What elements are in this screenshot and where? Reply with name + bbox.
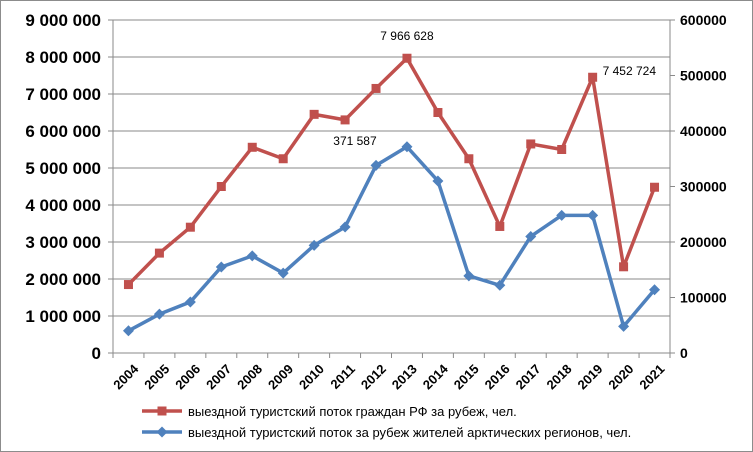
data-labels: 7 966 628 7 452 724 371 587	[333, 29, 656, 148]
legend-marker-1	[156, 426, 168, 438]
right-tick-label: 0	[680, 345, 688, 361]
series-1-point	[587, 209, 599, 221]
series-1-point	[463, 270, 475, 282]
right-tick-label: 500000	[680, 68, 727, 84]
series-0-point	[247, 142, 257, 152]
legend-label-0: выездной туристский поток граждан РФ за …	[188, 404, 517, 419]
series-0-point	[464, 154, 474, 164]
series-1-point	[122, 325, 134, 337]
series-1-point	[339, 221, 351, 233]
left-tick-label: 5 000 000	[25, 159, 101, 178]
legend-marker-0	[157, 406, 167, 416]
series-0-point	[650, 182, 660, 192]
series-1-point	[246, 250, 258, 262]
series-0-point	[402, 53, 412, 63]
left-axis-ticks: 0 1 000 000 2 000 000 3 000 000 4 000 000 5 0…	[25, 11, 101, 363]
data-label: 7 452 724	[603, 64, 657, 78]
left-tick-label: 1 000 000	[25, 307, 101, 326]
series-0-point	[216, 182, 226, 191]
left-tick-label: 7 000 000	[25, 85, 101, 104]
axes	[108, 19, 675, 358]
series-0-point	[557, 145, 567, 154]
series-1-point	[277, 267, 289, 279]
series-0-point	[154, 248, 164, 258]
series-0-point	[309, 109, 319, 119]
series-1-point	[618, 320, 630, 332]
series-0-point	[588, 72, 598, 82]
series-0-point	[619, 262, 629, 272]
series-1-point	[370, 159, 382, 171]
series-0-point	[185, 222, 195, 232]
series-0-point	[526, 139, 536, 149]
left-tick-label: 8 000 000	[25, 48, 101, 67]
series-1-point	[432, 175, 444, 187]
right-tick-label: 400000	[680, 123, 727, 139]
left-tick-label: 2 000 000	[25, 270, 101, 289]
left-tick-label: 9 000 000	[25, 11, 101, 30]
right-tick-label: 600000	[680, 12, 727, 28]
series-1-point	[153, 308, 165, 320]
series-1-point	[649, 284, 661, 296]
left-tick-label: 0	[92, 344, 101, 363]
series-1-point	[308, 239, 320, 251]
series-0-point	[495, 221, 505, 231]
legend: выездной туристский поток граждан РФ за …	[142, 404, 631, 440]
series-0-point	[371, 83, 381, 93]
series-1-point	[184, 296, 196, 308]
series-0-point	[340, 115, 350, 125]
series-1-point	[556, 209, 568, 221]
left-tick-label: 6 000 000	[25, 122, 101, 141]
data-label: 371 587	[333, 134, 377, 148]
series	[122, 53, 661, 337]
right-tick-label: 300000	[680, 179, 727, 195]
series-0-point	[433, 108, 443, 117]
right-tick-label: 100000	[680, 290, 727, 306]
series-1-point	[494, 279, 506, 291]
series-1-point	[525, 230, 537, 242]
series-line-0	[127, 56, 657, 286]
right-axis-ticks: 0 100000 200000 300000 400000 500000 600000	[680, 12, 727, 361]
data-label: 7 966 628	[380, 29, 434, 43]
series-1-point	[215, 261, 227, 273]
left-tick-label: 4 000 000	[25, 196, 101, 215]
legend-label-1: выездной туристский поток за рубеж жител…	[188, 425, 631, 440]
left-tick-label: 3 000 000	[25, 233, 101, 252]
gridlines	[113, 19, 670, 317]
series-0-point	[278, 154, 288, 164]
series-0-point	[123, 280, 133, 290]
series-1-point	[401, 141, 413, 153]
right-tick-label: 200000	[680, 234, 727, 250]
